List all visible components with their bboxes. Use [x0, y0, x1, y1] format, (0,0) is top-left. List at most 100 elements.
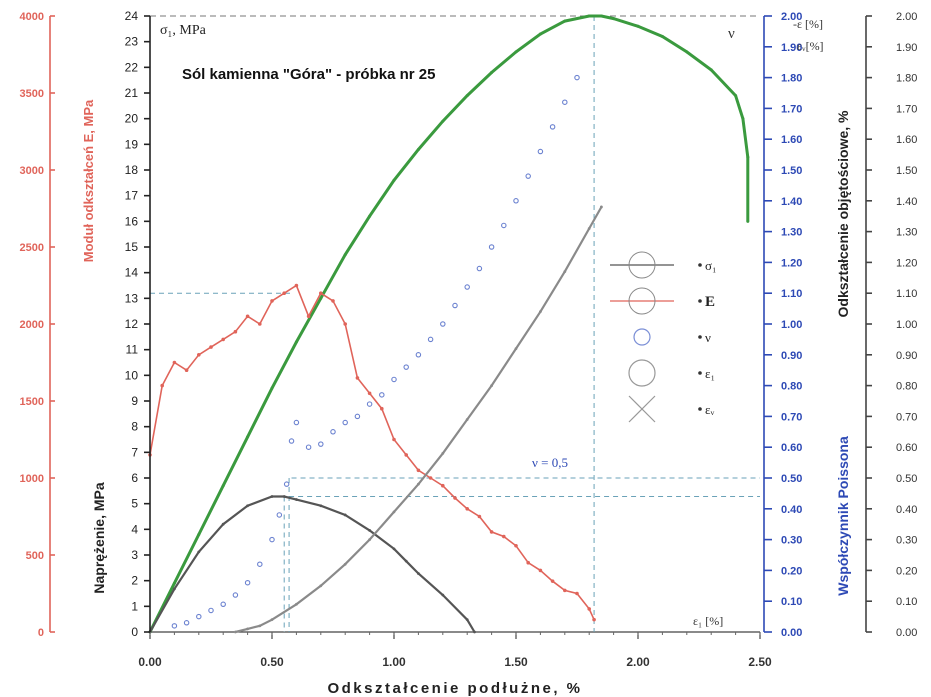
stress-point: [746, 219, 750, 223]
stress-axis-tick-label: 5: [131, 497, 138, 511]
stress-axis-tick-label: 0: [131, 625, 138, 639]
stress-axis-tick-label: 7: [131, 445, 138, 459]
x-axis-title: Odkształcenie podłużne, %: [327, 680, 582, 697]
modulus-point: [355, 376, 360, 380]
strain-l-point: [295, 498, 298, 501]
poisson-point: [330, 429, 336, 435]
poisson-point: [183, 620, 190, 626]
strain-v-point: [539, 310, 542, 314]
strain-v-point: [392, 510, 396, 514]
poisson-point: [452, 302, 458, 309]
poisson-point: [525, 173, 531, 179]
strain-l-point: [417, 572, 420, 575]
modulus-point: [441, 483, 445, 488]
poisson-axis-tick-label: 0.20: [781, 565, 802, 577]
modulus-point: [233, 329, 238, 334]
stress-axis-tick-label: 16: [125, 214, 139, 228]
stress-point: [490, 70, 494, 74]
poisson-axis-tick-label: 2.00: [781, 11, 802, 23]
stress-axis-tick-label: 23: [125, 35, 139, 49]
legend-label: σ₁: [705, 258, 717, 273]
reference-lines: [150, 16, 760, 632]
legend-bullet: [698, 335, 702, 339]
poisson-point: [208, 607, 214, 614]
stress-point: [270, 386, 274, 390]
stress-axis-tick-label: 15: [125, 240, 139, 254]
chart-title: Sól kamienna "Góra" - próbka nr 25: [182, 66, 435, 83]
stress-axis-tick-label: 21: [125, 86, 139, 100]
poisson-axis-tick-label: 1.10: [781, 288, 802, 300]
modulus-point: [550, 579, 555, 583]
volumetric-axis-tick-label: 1.00: [896, 319, 917, 331]
modulus-point: [502, 534, 506, 539]
modulus-point: [563, 588, 567, 593]
eps-v-tag: εᵥ[%]: [797, 39, 824, 53]
poisson-point: [305, 444, 312, 450]
stress-axis-title: Naprężenie, MPa: [91, 482, 107, 593]
poisson-point: [464, 284, 470, 290]
poisson-axis-tick-label: 0.00: [781, 627, 802, 639]
modulus-axis-tick-label: 2000: [20, 319, 44, 331]
modulus-axis-tick-label: 3000: [20, 165, 44, 177]
strain-v-point: [417, 482, 420, 486]
stress-point: [221, 484, 225, 488]
volumetric-axis-tick-label: 0.40: [896, 504, 917, 516]
volumetric-axis-tick-label: 1.30: [896, 227, 917, 239]
modulus-axis-tick-label: 0: [38, 627, 44, 639]
poisson-axis-tick-label: 1.70: [781, 103, 802, 115]
volumetric-axis-tick-label: 0.80: [896, 381, 917, 393]
volumetric-axis-tick-label: 0.00: [896, 627, 917, 639]
poisson-axis-tick-label: 1.40: [781, 196, 802, 208]
modulus-point: [306, 314, 311, 319]
modulus-point: [209, 345, 213, 349]
stress-point: [392, 178, 396, 182]
modulus-point: [197, 353, 201, 357]
stress-axis-tick-label: 24: [125, 9, 139, 23]
modulus-point: [526, 560, 530, 565]
strain-l-point: [441, 593, 445, 597]
strain-l-point: [343, 513, 347, 517]
strain-l-point: [392, 547, 396, 551]
stress-point: [563, 19, 567, 23]
modulus-axis-tick-label: 3500: [20, 88, 44, 100]
poisson-point: [354, 413, 361, 420]
stress-axis-tick-label: 10: [125, 368, 139, 382]
stress-corner-label: σ₁, MPa: [160, 23, 207, 38]
strain-v-point: [319, 584, 323, 588]
modulus-point: [160, 383, 164, 388]
poisson-axis-tick-label: 0.90: [781, 350, 802, 362]
poisson-point: [257, 561, 263, 567]
stress-point: [319, 296, 323, 300]
poisson-point: [440, 321, 446, 327]
poisson-point: [276, 512, 283, 518]
modulus-point: [514, 543, 518, 548]
stress-point: [709, 68, 713, 72]
stress-axis-tick-label: 3: [131, 548, 138, 562]
legend: σ₁ Eν ε₁ εᵥ: [610, 251, 717, 423]
poisson-point: [513, 198, 519, 204]
strain-v-point: [295, 602, 298, 606]
axes-layer: 0.00 0.50 1.00 1.50 2.00 2.500500100015002000…: [20, 9, 918, 669]
poisson-point: [574, 74, 580, 81]
volumetric-axis-tick-label: 1.80: [896, 73, 917, 85]
modulus-point: [404, 453, 409, 457]
poisson-point: [196, 613, 202, 620]
poisson-point: [476, 265, 483, 272]
x-tick-label: 0.00: [138, 655, 162, 669]
modulus-point: [331, 299, 335, 303]
poisson-axis-tick-label: 0.70: [781, 411, 802, 423]
poisson-point: [342, 419, 348, 426]
poisson-axis-tick-label: 0.30: [781, 535, 802, 547]
x-tick-label: 0.50: [260, 655, 284, 669]
stress-line: [148, 14, 750, 633]
poisson-point: [488, 244, 495, 250]
stress-point: [416, 147, 420, 151]
stress-point: [612, 17, 616, 21]
poisson-point: [549, 124, 556, 130]
poisson-point: [562, 99, 568, 105]
modulus-point: [465, 507, 470, 511]
legend-bullet: [698, 299, 702, 303]
strain-v-point: [600, 205, 603, 209]
stress-point: [685, 50, 689, 54]
poisson-axis-tick-label: 1.90: [781, 42, 802, 54]
